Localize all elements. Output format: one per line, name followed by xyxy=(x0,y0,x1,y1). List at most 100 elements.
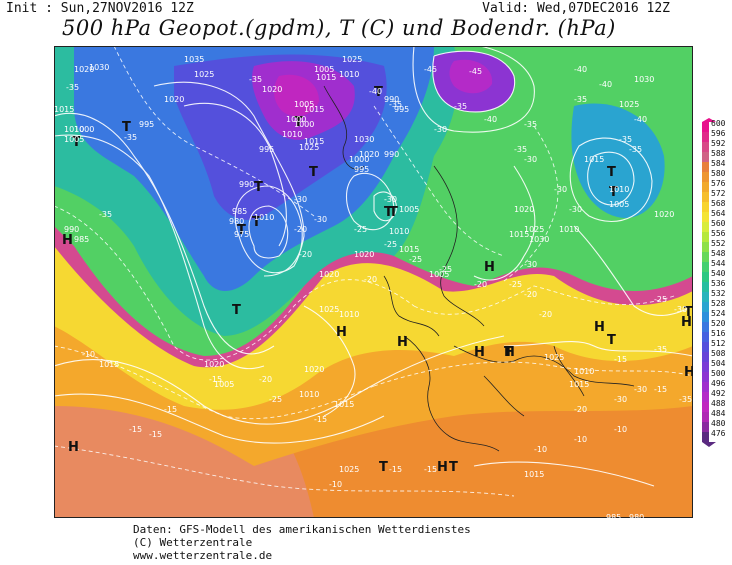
isobar-value-label: 1015 xyxy=(316,73,336,82)
isobar-value-label: 990 xyxy=(384,150,399,159)
low-pressure-label: T xyxy=(374,85,383,100)
temperature-value-label: -35 xyxy=(249,75,262,84)
isobar-value-label: 1025 xyxy=(194,70,214,79)
legend-arrow-top xyxy=(702,118,716,122)
legend-swatch xyxy=(702,302,709,312)
isobar-value-label: 1005 xyxy=(609,200,629,209)
isobar-value-label: 1025 xyxy=(342,55,362,64)
temperature-value-label: -30 xyxy=(524,260,537,269)
color-legend: 6005965925885845805765725685645605565525… xyxy=(702,118,726,447)
isobar-value-label: 1035 xyxy=(184,55,204,64)
isobar-value-label: 1025 xyxy=(319,305,339,314)
legend-swatch xyxy=(702,372,709,382)
isobar-value-label: 1010 xyxy=(254,213,274,222)
temperature-value-label: -20 xyxy=(364,275,377,284)
chart-title: 500 hPa Geopot.(gpdm), T (C) und Bodendr… xyxy=(62,16,616,40)
isobar-value-label: 1010 xyxy=(282,130,302,139)
isobar-value-label: 995 xyxy=(139,120,154,129)
low-pressure-label: T xyxy=(252,215,261,230)
temperature-value-label: -35 xyxy=(124,133,137,142)
temperature-value-label: -15 xyxy=(129,425,142,434)
low-pressure-label: T xyxy=(379,460,388,475)
legend-label: 488 xyxy=(711,399,726,408)
temperature-value-label: -30 xyxy=(294,195,307,204)
legend-swatch xyxy=(702,292,709,302)
temperature-value-label: -35 xyxy=(574,95,587,104)
temperature-value-label: -10 xyxy=(614,425,627,434)
legend-swatch xyxy=(702,322,709,332)
low-pressure-label: T xyxy=(609,185,618,200)
temperature-value-label: -10 xyxy=(534,445,547,454)
isobar-value-label: 985 xyxy=(74,235,89,244)
legend-label: 508 xyxy=(711,349,726,358)
temperature-value-label: -15 xyxy=(149,430,162,439)
isobar-value-label: 1010 xyxy=(299,390,319,399)
isobar-value-label: 1015 xyxy=(99,360,119,369)
field-purple-core-2 xyxy=(449,59,493,94)
temperature-value-label: -35 xyxy=(389,100,402,109)
high-pressure-label: H xyxy=(484,260,495,275)
isotherms xyxy=(54,46,693,497)
temperature-value-label: -40 xyxy=(369,87,382,96)
temperature-value-label: -40 xyxy=(574,65,587,74)
isobar-value-label: 1025 xyxy=(544,353,564,362)
temperature-value-label: -45 xyxy=(469,67,482,76)
legend-swatch xyxy=(702,242,709,252)
isobar-value-label: 1030 xyxy=(354,135,374,144)
temperature-value-label: -40 xyxy=(634,115,647,124)
footer-data-source: Daten: GFS-Modell des amerikanischen Wet… xyxy=(133,523,471,536)
legend-swatch xyxy=(702,122,709,132)
isobar-value-label: 1010 xyxy=(64,125,84,134)
temperature-value-label: -15 xyxy=(209,375,222,384)
isobar-value-label: 1015 xyxy=(524,470,544,479)
valid-time: Valid: Wed,07DEC2016 12Z xyxy=(482,1,670,16)
isobars xyxy=(54,46,693,487)
isobar-value-label: 1020 xyxy=(354,250,374,259)
legend-label: 564 xyxy=(711,209,726,218)
isobar-value-label: 1020 xyxy=(262,85,282,94)
temperature-value-label: -35 xyxy=(524,120,537,129)
high-pressure-label: H xyxy=(62,233,73,248)
temperature-value-label: -35 xyxy=(454,102,467,111)
temperature-value-label: -30 xyxy=(314,215,327,224)
temperature-value-label: -10 xyxy=(82,350,95,359)
temperature-value-label: -20 xyxy=(294,225,307,234)
temperature-value-label: -30 xyxy=(674,305,687,314)
legend-labels: 6005965925885845805765725685645605565525… xyxy=(711,119,726,438)
isobar-value-label: 1000 xyxy=(349,155,369,164)
isobar-value-label: 1000 xyxy=(74,125,94,134)
isobar-value-label: 1005 xyxy=(64,135,84,144)
temperature-value-label: -30 xyxy=(569,205,582,214)
field-purple-core xyxy=(274,74,319,117)
isobar-value-label: 995 xyxy=(394,105,409,114)
isobar-value-label: 1020 xyxy=(304,365,324,374)
high-pressure-label: H xyxy=(504,345,515,360)
isobar-value-label: 1005 xyxy=(294,100,314,109)
field-yellow xyxy=(54,246,693,410)
isobar-value-label: 1020 xyxy=(204,360,224,369)
isobar-value-label: 1010 xyxy=(339,310,359,319)
isobar-value-label: 1015 xyxy=(334,400,354,409)
legend-swatch xyxy=(702,172,709,182)
temperature-value-label: -25 xyxy=(384,240,397,249)
map-frame xyxy=(54,46,693,518)
temperature-value-label: -35 xyxy=(66,83,79,92)
temperature-value-label: -10 xyxy=(574,435,587,444)
isobar-value-label: 1030 xyxy=(634,75,654,84)
isobar-value-label: 1025 xyxy=(339,465,359,474)
temperature-value-label: -30 xyxy=(634,385,647,394)
temperature-value-label: -30 xyxy=(434,125,447,134)
low-pressure-label: T xyxy=(122,120,131,135)
isobar-value-label: 1025 xyxy=(524,225,544,234)
temperature-value-label: -10 xyxy=(329,480,342,489)
legend-label: 548 xyxy=(711,249,726,258)
isobar-value-label: 1015 xyxy=(304,105,324,114)
legend-label: 516 xyxy=(711,329,726,338)
isobar-value-label: 1020 xyxy=(319,270,339,279)
footer-website: www.wetterzentrale.de xyxy=(133,549,273,562)
isobar-value-label: 1015 xyxy=(54,105,74,114)
legend-swatch xyxy=(702,392,709,402)
temperature-value-label: -30 xyxy=(554,185,567,194)
temperature-value-label: -45 xyxy=(424,65,437,74)
